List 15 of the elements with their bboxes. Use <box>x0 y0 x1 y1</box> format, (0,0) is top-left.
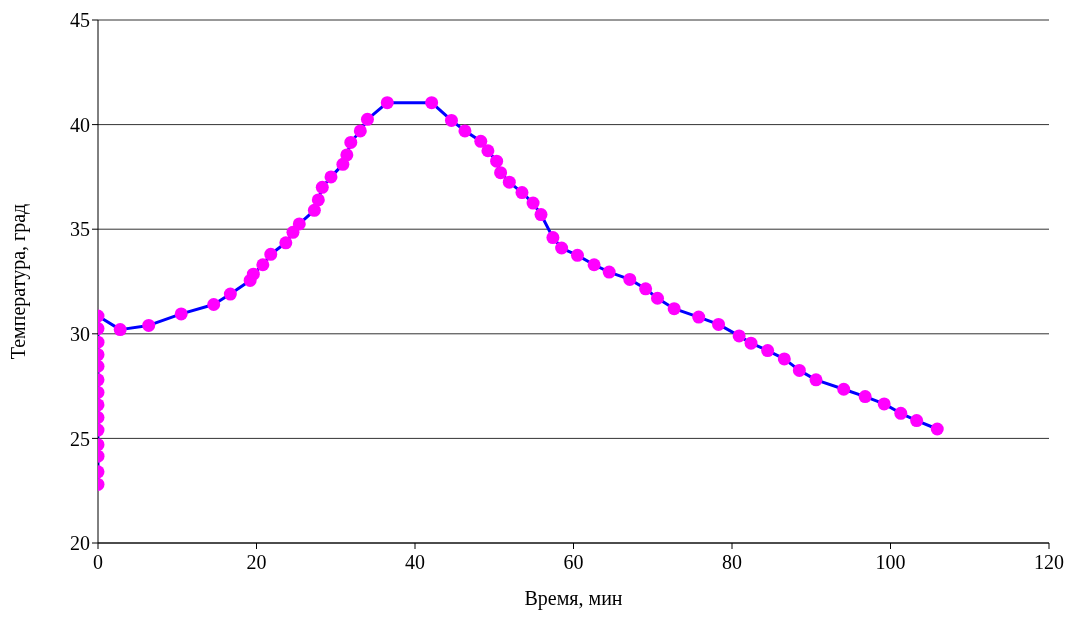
x-axis-title: Время, мин <box>524 587 623 610</box>
y-tick-label: 30 <box>70 322 90 345</box>
y-axis-title: Температура, град <box>7 203 31 360</box>
x-tick-label: 40 <box>405 551 425 574</box>
y-tick-label: 40 <box>70 113 90 136</box>
x-tick-label: 20 <box>246 551 267 574</box>
y-tick-label: 45 <box>70 9 90 32</box>
x-tick-label: 60 <box>563 551 584 574</box>
x-tick-label: 100 <box>875 551 906 574</box>
y-tick-label: 35 <box>70 218 90 241</box>
x-tick-label: 120 <box>1034 551 1064 574</box>
x-tick-label: 0 <box>93 551 103 574</box>
y-tick-label: 25 <box>70 427 90 450</box>
y-tick-label: 20 <box>70 532 90 555</box>
x-tick-label: 80 <box>722 551 742 574</box>
